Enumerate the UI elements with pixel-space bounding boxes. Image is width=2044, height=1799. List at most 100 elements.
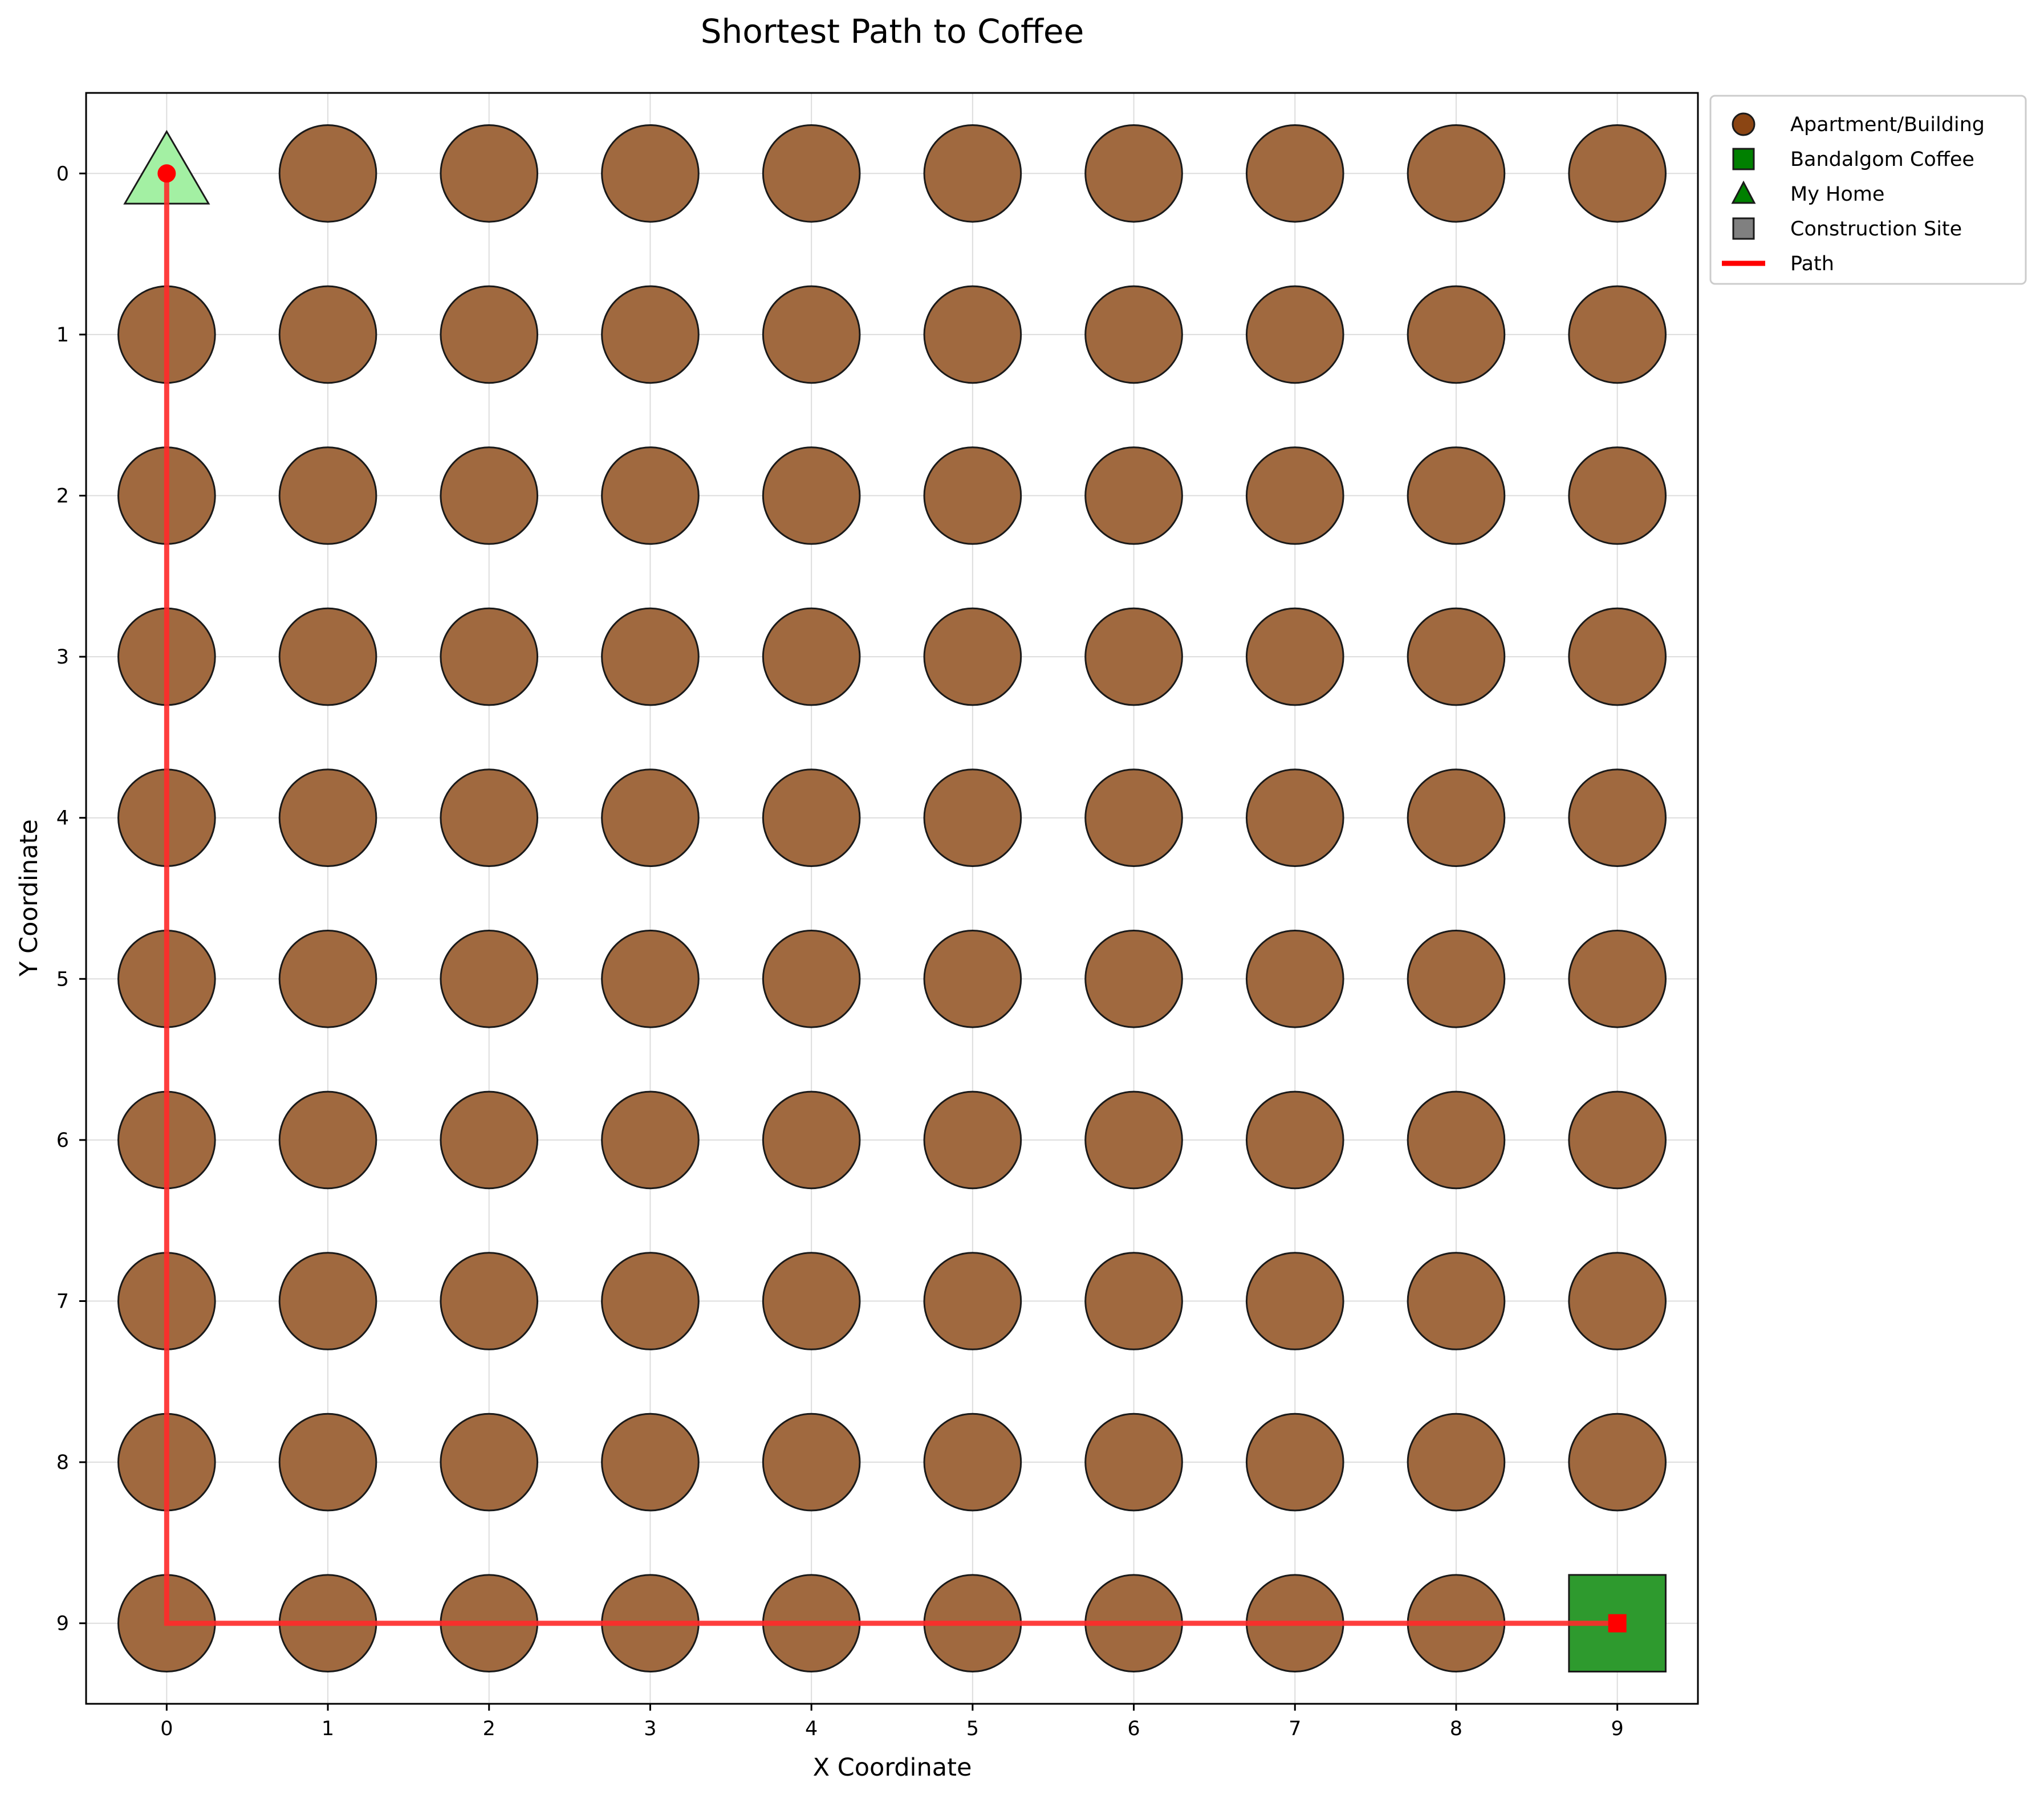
y-tick-label-5: 5	[56, 968, 69, 991]
apartment-marker-1-0	[278, 124, 377, 223]
apartment-marker-7-3	[1245, 607, 1344, 706]
apartment-marker-6-1	[1084, 285, 1183, 384]
apartment-marker-9-8	[1568, 1413, 1667, 1512]
apartment-marker-9-6	[1568, 1090, 1667, 1190]
y-tick-label-7: 7	[56, 1291, 69, 1313]
apartment-marker-9-5	[1568, 929, 1667, 1028]
apartment-marker-4-1	[762, 285, 861, 384]
apartment-marker-4-0	[762, 124, 861, 223]
apartment-marker-6-0	[1084, 124, 1183, 223]
apartment-marker-2-0	[440, 124, 539, 223]
y-axis-label: Y Coordinate	[15, 819, 43, 977]
legend-label-my-home: My Home	[1790, 183, 1884, 206]
x-tick-label-1: 1	[322, 1717, 334, 1740]
apartment-marker-3-0	[601, 124, 700, 223]
apartment-marker-9-7	[1568, 1252, 1667, 1350]
x-axis-label: X Coordinate	[813, 1753, 972, 1782]
apartment-marker-4-3	[762, 607, 861, 706]
apartment-marker-1-3	[278, 607, 377, 706]
apartment-marker-3-6	[601, 1090, 700, 1190]
apartment-marker-4-5	[762, 929, 861, 1028]
apartment-marker-2-5	[440, 929, 539, 1028]
apartment-marker-7-6	[1245, 1090, 1344, 1190]
legend-marker-construction-site	[1732, 217, 1755, 240]
apartment-marker-2-4	[440, 768, 539, 868]
y-tick-label-9: 9	[56, 1613, 69, 1635]
apartment-marker-1-1	[278, 285, 377, 384]
apartment-marker-3-5	[601, 929, 700, 1028]
apartment-marker-2-8	[440, 1413, 539, 1512]
legend-label-bandalgom-coffee: Bandalgom Coffee	[1790, 148, 1974, 171]
apartment-marker-4-2	[762, 446, 861, 545]
apartment-marker-5-6	[923, 1090, 1022, 1190]
apartment-marker-5-0	[923, 124, 1022, 223]
apartment-marker-1-2	[278, 446, 377, 545]
x-tick-label-7: 7	[1289, 1717, 1301, 1740]
path-line	[164, 173, 1618, 1626]
apartment-marker-6-6	[1084, 1090, 1183, 1190]
apartment-marker-5-7	[923, 1252, 1022, 1350]
apartment-marker-8-0	[1407, 124, 1506, 223]
apartment-marker-2-2	[440, 446, 539, 545]
y-axis-ticks: 0 1 2 3 4 5 6 7 8 9	[56, 162, 86, 1635]
x-tick-label-6: 6	[1127, 1717, 1140, 1740]
y-tick-label-1: 1	[56, 324, 69, 347]
apartment-marker-8-1	[1407, 285, 1506, 384]
path-group	[157, 164, 1627, 1633]
apartment-marker-5-1	[923, 285, 1022, 384]
y-tick-label-8: 8	[56, 1451, 69, 1474]
x-tick-label-3: 3	[644, 1717, 656, 1740]
apartment-marker-3-7	[601, 1252, 700, 1350]
apartment-marker-1-4	[278, 768, 377, 868]
apartment-marker-7-0	[1245, 124, 1344, 223]
apartment-marker-9-1	[1568, 285, 1667, 384]
plot-area-frame	[85, 92, 1699, 1705]
apartment-marker-4-6	[762, 1090, 861, 1190]
apartment-marker-8-3	[1407, 607, 1506, 706]
y-tick-label-3: 3	[56, 646, 69, 669]
apartment-marker-9-2	[1568, 446, 1667, 545]
apartment-marker-1-8	[278, 1413, 377, 1512]
apartment-marker-4-7	[762, 1252, 861, 1350]
apartment-marker-1-5	[278, 929, 377, 1028]
apartment-marker-4-8	[762, 1413, 861, 1512]
apartment-marker-2-3	[440, 607, 539, 706]
apartment-marker-7-5	[1245, 929, 1344, 1028]
legend-frame	[1709, 95, 2027, 285]
apartment-marker-3-2	[601, 446, 700, 545]
apartment-marker-2-1	[440, 285, 539, 384]
legend-marker-my-home	[1731, 180, 1756, 204]
x-tick-label-9: 9	[1611, 1717, 1624, 1740]
apartment-marker-2-7	[440, 1252, 539, 1350]
apartment-marker-4-4	[762, 768, 861, 868]
apartment-marker-1-6	[278, 1090, 377, 1190]
legend: Apartment/Building Bandalgom Coffee My Hom…	[1709, 95, 2027, 285]
apartment-markers	[117, 124, 1667, 1673]
x-tick-label-0: 0	[160, 1717, 173, 1740]
apartment-marker-9-0	[1568, 124, 1667, 223]
chart-title: Shortest Path to Coffee	[701, 12, 1084, 51]
legend-marker-apartment-building	[1732, 112, 1756, 136]
x-tick-label-5: 5	[966, 1717, 979, 1740]
apartment-marker-5-8	[923, 1413, 1022, 1512]
apartment-marker-7-4	[1245, 768, 1344, 868]
apartment-marker-8-4	[1407, 768, 1506, 868]
apartment-marker-7-1	[1245, 285, 1344, 384]
x-tick-label-4: 4	[805, 1717, 818, 1740]
y-tick-label-2: 2	[56, 485, 69, 508]
y-tick-label-0: 0	[56, 162, 69, 185]
path-start-marker	[157, 164, 176, 183]
x-tick-label-2: 2	[483, 1717, 495, 1740]
apartment-marker-5-5	[923, 929, 1022, 1028]
apartment-marker-3-4	[601, 768, 700, 868]
apartment-marker-8-8	[1407, 1413, 1506, 1512]
apartment-marker-1-7	[278, 1252, 377, 1350]
legend-label-construction-site: Construction Site	[1790, 218, 1962, 241]
apartment-marker-6-8	[1084, 1413, 1183, 1512]
apartment-marker-6-4	[1084, 768, 1183, 868]
apartment-marker-9-3	[1568, 607, 1667, 706]
y-tick-label-6: 6	[56, 1129, 69, 1152]
apartment-marker-3-8	[601, 1413, 700, 1512]
legend-label-path: Path	[1790, 253, 1834, 275]
